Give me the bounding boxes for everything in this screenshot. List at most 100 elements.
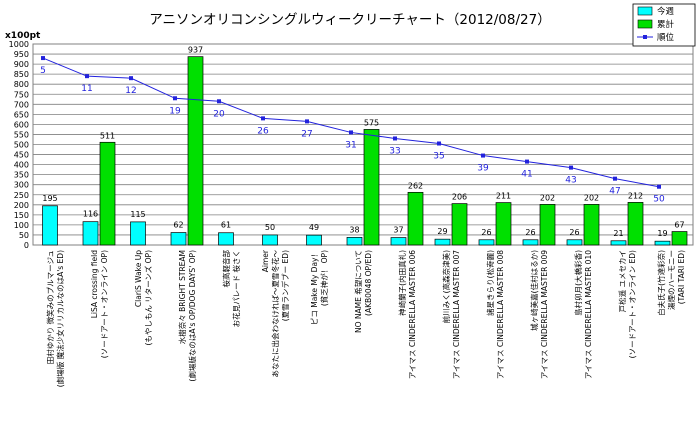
- bar-this-week-label: 195: [42, 194, 57, 203]
- bar-this-week-label: 29: [437, 227, 447, 236]
- rank-label: 20: [213, 109, 225, 119]
- x-tick-label-line: (TARI TARI ED): [677, 250, 686, 304]
- chart-title: アニソンオリコンシングルウィークリーチャート（2012/08/27）: [149, 12, 550, 28]
- x-tick-label-line: (夏雪ランデブー ED): [280, 250, 290, 321]
- x-tick-label: ClariS Wake Up (もやしもん リターンズ OP): [134, 250, 153, 346]
- bar-this-week: [42, 205, 58, 246]
- rank-label: 27: [301, 129, 312, 139]
- x-tick-label: 神崎蘭子(内田真礼) アイマス CINDERELLA MASTER 006: [397, 250, 417, 379]
- legend-label: 累計: [657, 19, 675, 30]
- y-tick-label: 100: [14, 221, 29, 230]
- x-tick-label-line: (ソードアート・オンライン OP): [100, 250, 109, 358]
- rank-point: [349, 130, 353, 135]
- y-tick-label: 700: [14, 100, 29, 109]
- x-tick-label-line: 田村ゆかり 微笑みのプルマージュ: [45, 250, 55, 364]
- rank-point: [129, 76, 133, 81]
- rank-label: 11: [81, 84, 92, 94]
- y-tick-label: 550: [14, 130, 29, 139]
- x-tick-label: Aimer あなたに出会わなければ〜夏雪冬花〜 (夏雪ランデブー ED): [261, 249, 290, 377]
- x-tick-label-line: 神崎蘭子(内田真礼): [397, 250, 407, 316]
- bar-this-week: [130, 221, 146, 246]
- rank-point: [525, 159, 529, 164]
- x-tick-label-line: ClariS Wake Up: [134, 250, 143, 307]
- y-tick-label: 900: [14, 60, 29, 69]
- rank-label: 39: [477, 164, 489, 174]
- x-tick-label-line: お花見パレード 桜さく: [231, 250, 241, 327]
- bar-cumulative-label: 212: [628, 191, 643, 200]
- x-tick-label-line: 水樹奈々 BRIGHT STREAM: [177, 250, 187, 344]
- x-tick-label: 島村卯月(大橋彩香) アイマス CINDERELLA MASTER 010: [573, 250, 593, 379]
- bar-this-week: [434, 238, 451, 246]
- y-axis-label: x100pt: [5, 31, 41, 41]
- x-tick-label-line: 諸星きらり(松嵜麗): [485, 250, 495, 316]
- rank-point: [657, 184, 661, 189]
- y-tick-label: 500: [14, 141, 29, 150]
- x-tick-label-line: (劇場版なのはA's OP/DOG DAYS' OP): [187, 250, 197, 382]
- x-tick-label: 水樹奈々 BRIGHT STREAM (劇場版なのはA's OP/DOG DAYS…: [177, 250, 197, 382]
- grid-lines: [32, 43, 694, 246]
- y-tick-label: 850: [14, 70, 29, 79]
- bar-this-week-label: 50: [265, 223, 275, 232]
- y-axis-ticks: 0501001502002503003504004505005506006507…: [9, 40, 29, 250]
- bar-cumulative-label: 937: [188, 46, 203, 55]
- x-tick-label-line: アイマス CINDERELLA MASTER 006: [408, 250, 417, 379]
- bar-this-week: [654, 240, 671, 246]
- bar-cumulative: [671, 231, 688, 246]
- y-tick-label: 1000: [9, 40, 29, 49]
- bar-this-week-label: 21: [613, 229, 623, 238]
- bar-this-week: [170, 232, 187, 246]
- x-tick-label-line: 桜高軽音部: [221, 250, 231, 288]
- bar-this-week-label: 26: [525, 228, 535, 237]
- x-axis-labels: 田村ゆかり 微笑みのプルマージュ (劇場版 魔法少女リリカルなのはA's ED) L…: [45, 249, 686, 387]
- x-tick-label: 諸星きらり(松嵜麗) アイマス CINDERELLA MASTER 008: [485, 250, 505, 379]
- bar-this-week: [610, 240, 627, 246]
- rank-point: [85, 74, 89, 79]
- x-tick-label-line: アイマス CINDERELLA MASTER 009: [540, 250, 549, 379]
- x-tick-label-line: 白夫氏子(竹達彩奈): [656, 250, 666, 316]
- rank-label: 50: [653, 195, 665, 205]
- bar-this-week: [478, 239, 495, 246]
- rank-label: 5: [40, 66, 46, 76]
- bar-cumulative: [363, 129, 380, 246]
- rank-point: [41, 56, 45, 61]
- rank-label: 19: [169, 106, 181, 116]
- bar-this-week-label: 19: [657, 229, 667, 238]
- x-tick-label-line: NO NAME 希望について: [353, 250, 363, 333]
- y-tick-label: 200: [14, 201, 29, 210]
- rank-point: [613, 176, 617, 181]
- bar-cumulative-label: 202: [540, 193, 555, 202]
- x-tick-label: 城ヶ崎美嘉(佳村はるか) アイマス CINDERELLA MASTER 009: [529, 250, 549, 379]
- rank-point: [481, 153, 485, 158]
- x-tick-label-line: Aimer: [261, 249, 270, 272]
- rank-label: 47: [609, 187, 620, 197]
- x-tick-label: 田村ゆかり 微笑みのプルマージュ (劇場版 魔法少女リリカルなのはA's ED): [45, 250, 65, 387]
- bar-cumulative: [451, 203, 468, 246]
- bar-this-week: [262, 234, 278, 246]
- x-tick-label-line: あなたに出会わなければ〜夏雪冬花〜: [270, 250, 280, 378]
- rank-point: [261, 116, 265, 121]
- bar-this-week: [566, 239, 583, 246]
- x-tick-label-line: LiSA crossing field: [90, 250, 99, 319]
- y-tick-label: 250: [14, 191, 29, 200]
- bar-this-week: [390, 237, 407, 246]
- x-tick-label: NO NAME 希望について (AKB0048 OP/ED): [353, 250, 373, 333]
- x-tick-label-line: (AKB0048 OP/ED): [364, 250, 373, 316]
- rank-label: 26: [257, 126, 269, 136]
- bar-cumulative: [99, 141, 116, 246]
- x-tick-label-line: アイマス CINDERELLA MASTER 008: [496, 250, 505, 379]
- y-tick-label: 450: [14, 151, 29, 160]
- y-tick-label: 50: [19, 231, 29, 240]
- rank-point: [173, 96, 177, 101]
- rank-label: 41: [521, 170, 532, 180]
- bar-cumulative: [495, 202, 512, 246]
- bar-this-week-label: 26: [481, 228, 491, 237]
- bar-cumulative-label: 511: [100, 131, 115, 140]
- x-tick-label-line: アイマス CINDERELLA MASTER 010: [584, 250, 593, 379]
- bar-this-week-label: 38: [349, 225, 359, 234]
- bar-this-week: [306, 234, 322, 246]
- bar-this-week-label: 116: [83, 210, 98, 219]
- bar-cumulative-label: 202: [584, 193, 599, 202]
